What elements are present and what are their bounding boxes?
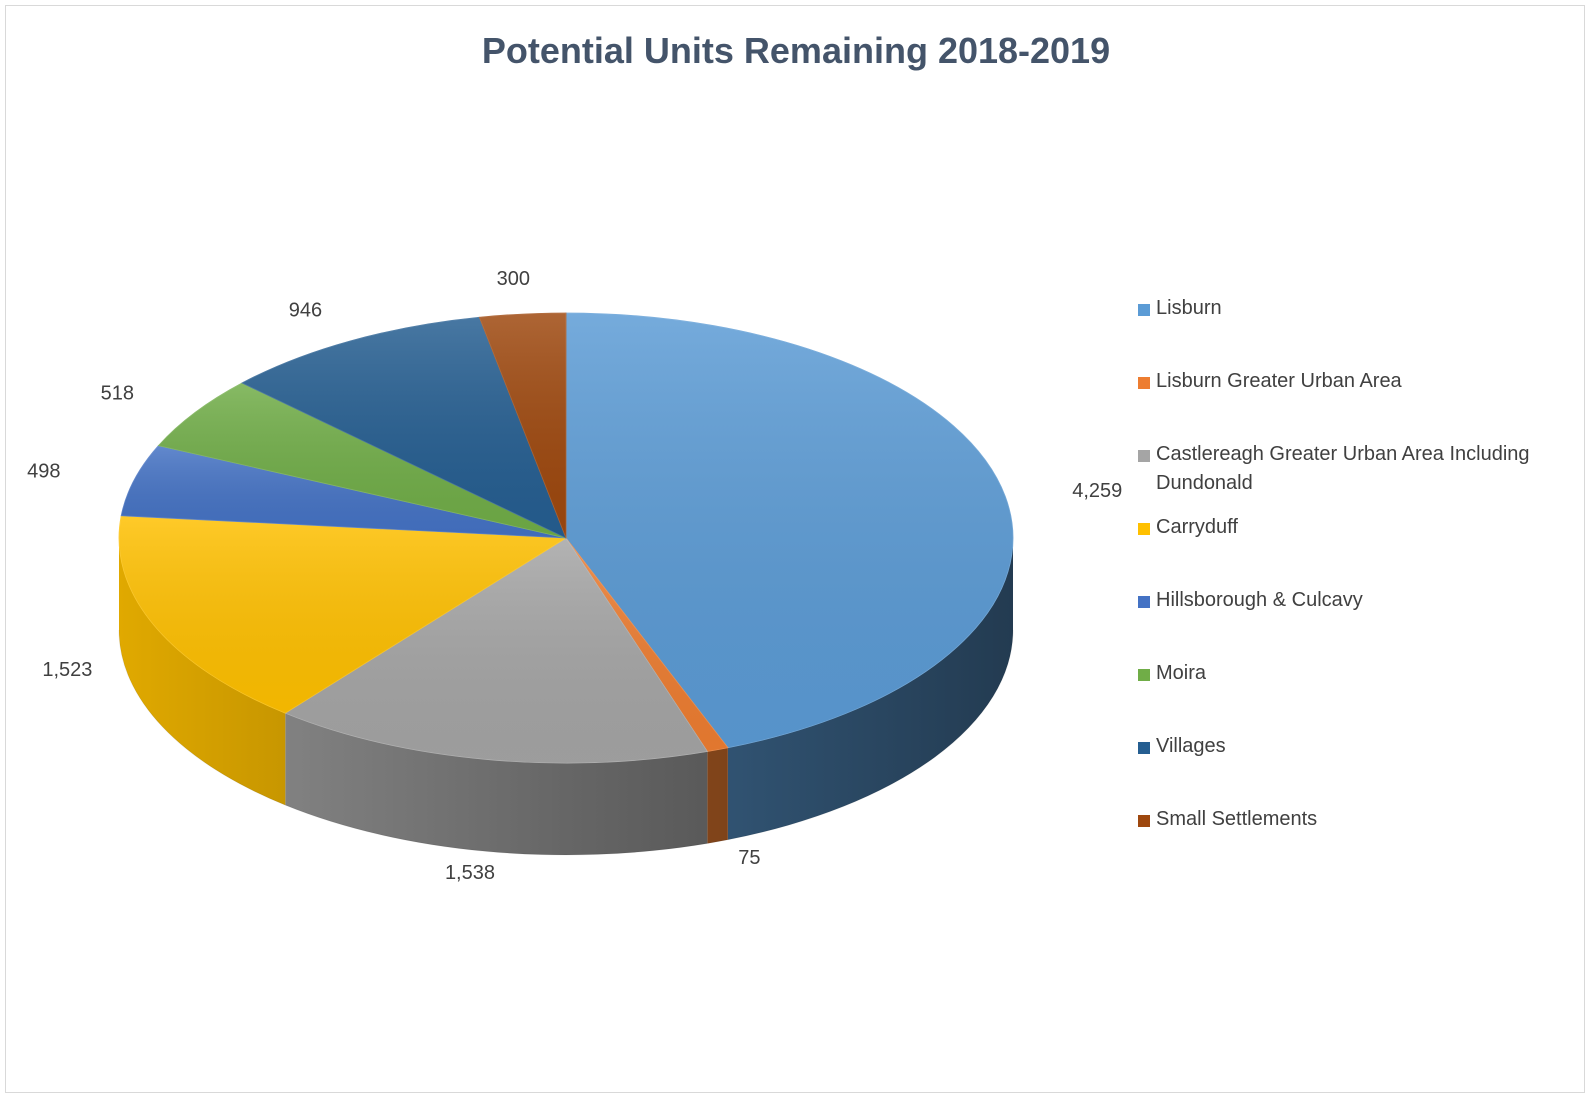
data-label-small-settlements: 300 — [497, 268, 530, 290]
legend-label: Hillsborough & Culcavy — [1156, 589, 1363, 611]
slice-sheen-moira — [158, 382, 567, 538]
slice-side-carryduff — [118, 538, 286, 806]
legend-item-villages: Villages — [1138, 735, 1226, 761]
legend-item-hillsborough-and-culcavy: Hillsborough & Culcavy — [1138, 589, 1363, 615]
legend-item-small-settlements: Small Settlements — [1138, 808, 1317, 834]
data-label-carryduff: 1,523 — [42, 659, 92, 681]
legend-item-lisburn-greater-urban-area: Lisburn Greater Urban Area — [1138, 370, 1402, 396]
legend-label: Lisburn Greater Urban Area — [1156, 370, 1402, 392]
slice-sheen-lisburn-greater-urban-area — [566, 538, 728, 752]
chart-title: Potential Units Remaining 2018-2019 — [481, 30, 1111, 71]
legend-swatch — [1138, 742, 1150, 754]
legend-label: Small Settlements — [1156, 808, 1318, 830]
slice-sheen-carryduff — [118, 515, 566, 714]
data-label-hillsborough-and-culcavy: 498 — [27, 461, 60, 483]
legend-swatch — [1138, 669, 1150, 681]
slice-side-lisburn-greater-urban-area — [707, 747, 728, 844]
slice-sheen-hillsborough-and-culcavy — [121, 445, 567, 538]
data-label-castlereagh-greater-urban-area-including-dundonald: 1,538 — [445, 862, 495, 884]
legend-item-castlereagh-greater-urban-area-including-dundonald: Castlereagh Greater Urban Area Including… — [1138, 443, 1578, 498]
legend-label: Villages — [1156, 735, 1226, 757]
slice-side-lisburn — [727, 538, 1013, 840]
legend-item-moira: Moira — [1138, 662, 1206, 688]
legend-swatch — [1138, 377, 1150, 389]
pie-bottom-rim — [118, 629, 1014, 856]
legend-item-carryduff: Carryduff — [1138, 516, 1238, 542]
data-label-lisburn: 4,259 — [1072, 480, 1122, 502]
data-label-villages: 946 — [289, 299, 322, 321]
slice-sheen-villages — [242, 317, 566, 538]
legend-item-lisburn: Lisburn — [1138, 297, 1222, 323]
legend-swatch — [1138, 450, 1150, 462]
slice-sheen-castlereagh-greater-urban-area-including-dundonald — [285, 538, 708, 763]
slice-side-castlereagh-greater-urban-area-including-dundonald — [285, 713, 708, 855]
legend-swatch — [1138, 596, 1150, 608]
legend-label: Carryduff — [1156, 516, 1238, 538]
legend-label: Lisburn — [1156, 297, 1222, 319]
legend-swatch — [1138, 523, 1150, 535]
data-label-moira: 518 — [101, 382, 134, 404]
slice-sheen-lisburn — [566, 313, 1013, 748]
slice-sheen-small-settlements — [479, 313, 566, 538]
data-label-lisburn-greater-urban-area: 75 — [738, 847, 760, 869]
legend-label: Moira — [1156, 662, 1207, 684]
legend-label: Castlereagh Greater Urban Area Including… — [1156, 443, 1530, 494]
legend-swatch — [1138, 304, 1150, 316]
legend-swatch — [1138, 815, 1150, 827]
